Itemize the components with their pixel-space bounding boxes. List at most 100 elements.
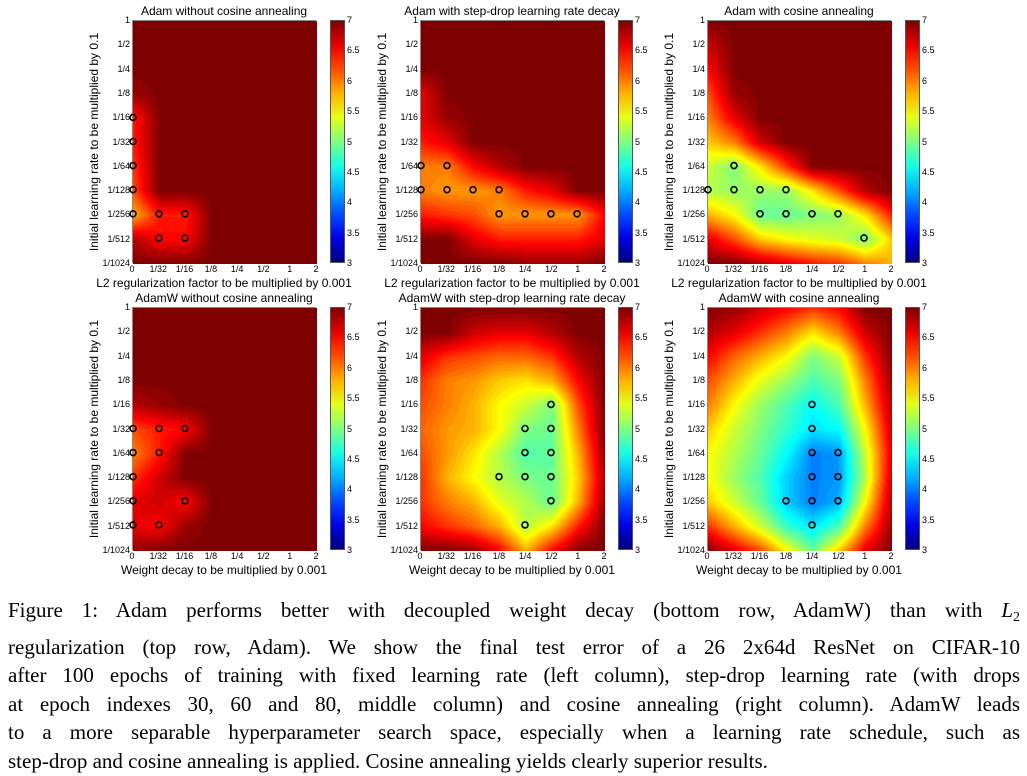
y-tick-label: 1/1024 bbox=[677, 545, 705, 555]
marked-point bbox=[808, 424, 816, 433]
marked-point bbox=[834, 448, 842, 457]
colorbar-tick-label: 5.5 bbox=[922, 106, 935, 117]
colorbar-tick-label: 4 bbox=[922, 197, 928, 208]
y-tick-label: 1/32 bbox=[687, 423, 705, 434]
y-tick-label: 1/128 bbox=[395, 472, 418, 483]
y-tick-label: 1/64 bbox=[687, 447, 705, 458]
marked-point bbox=[495, 210, 503, 218]
heatmap-surface bbox=[133, 308, 317, 551]
x-axis-label: L2 regularization factor to be multiplie… bbox=[96, 276, 352, 290]
marked-point bbox=[129, 424, 137, 433]
y-tick-label: 1/128 bbox=[395, 185, 418, 196]
caption-text: Figure 1: Adam performs better with deco… bbox=[8, 598, 983, 622]
x-tick-label: 1/32 bbox=[149, 551, 168, 561]
marker-layer bbox=[704, 161, 868, 242]
marked-point bbox=[181, 210, 189, 218]
marker-layer bbox=[495, 400, 555, 529]
caption-line: step-drop and cosine annealing is applie… bbox=[8, 748, 768, 773]
colorbar-tick-label: 3.5 bbox=[635, 227, 648, 238]
x-tick-label: 0 bbox=[129, 551, 135, 561]
y-tick-label: 1/256 bbox=[395, 209, 418, 220]
chart-title: Adam without cosine annealing bbox=[140, 4, 308, 18]
y-tick-label: 1/256 bbox=[395, 496, 418, 507]
x-tick-label: 1/8 bbox=[204, 264, 218, 274]
marked-point bbox=[704, 185, 712, 194]
colorbar-tick-label: 4 bbox=[635, 197, 641, 208]
x-tick-label: 0 bbox=[129, 264, 135, 274]
colorbar-tick-label: 6.5 bbox=[347, 332, 360, 343]
marker-layer bbox=[129, 424, 189, 529]
x-tick-label: 1/32 bbox=[724, 264, 743, 274]
x-tick-label: 1/2 bbox=[257, 551, 270, 561]
marked-point bbox=[782, 185, 790, 194]
colorbar-tick-label: 4.5 bbox=[922, 166, 935, 177]
y-tick-label: 1/256 bbox=[107, 209, 130, 220]
marked-point bbox=[129, 521, 137, 529]
y-axis-label: Initial learning rate to be multiplied b… bbox=[662, 32, 676, 251]
y-tick-label: 1/32 bbox=[400, 136, 418, 147]
colorbar-tick-label: 4.5 bbox=[922, 453, 935, 464]
y-tick-label: 1/32 bbox=[112, 136, 130, 147]
x-tick-label: 1/16 bbox=[750, 551, 769, 561]
y-tick-label: 1/4 bbox=[692, 350, 705, 361]
x-tick-label: 1/16 bbox=[750, 264, 769, 274]
marked-point bbox=[129, 137, 137, 146]
y-tick-label: 1/128 bbox=[107, 472, 130, 483]
marked-point bbox=[155, 210, 163, 218]
colorbar-tick-label: 3 bbox=[635, 258, 641, 268]
colorbar-tick-label: 3 bbox=[347, 545, 353, 555]
colorbar-tick-label: 3 bbox=[347, 258, 353, 268]
x-axis-label: L2 regularization factor to be multiplie… bbox=[671, 276, 927, 290]
y-tick-label: 1/1024 bbox=[102, 258, 130, 268]
x-tick-label: 0 bbox=[417, 551, 423, 561]
math-subscript: 2 bbox=[1013, 610, 1020, 625]
colorbar-tick-label: 6.5 bbox=[347, 45, 360, 56]
marked-point bbox=[495, 472, 503, 481]
y-tick-label: 1/2 bbox=[117, 39, 130, 50]
y-axis-label: Initial learning rate to be multiplied b… bbox=[375, 32, 389, 251]
x-tick-label: 1/8 bbox=[779, 264, 793, 274]
colorbar-tick-label: 5.5 bbox=[347, 106, 360, 117]
y-tick-label: 1/2 bbox=[405, 326, 418, 337]
y-tick-label: 1/128 bbox=[107, 185, 130, 196]
marked-point bbox=[181, 424, 189, 433]
y-tick-label: 1/1024 bbox=[390, 258, 418, 268]
colorbar-tick-label: 4.5 bbox=[347, 166, 360, 177]
x-tick-label: 1/8 bbox=[204, 551, 218, 561]
y-tick-label: 1/16 bbox=[687, 112, 705, 123]
chart-title: AdamW with cosine annealing bbox=[718, 291, 880, 305]
marked-point bbox=[129, 210, 137, 218]
chart-title: Adam with step-drop learning rate decay bbox=[404, 4, 620, 18]
colorbar-tick-label: 6.5 bbox=[922, 332, 935, 343]
x-tick-label: 1/8 bbox=[492, 551, 506, 561]
heatmap-surface bbox=[133, 21, 317, 264]
marked-point bbox=[443, 161, 451, 170]
marked-point bbox=[521, 472, 529, 481]
y-tick-label: 1/8 bbox=[405, 87, 418, 98]
marked-point bbox=[547, 472, 555, 481]
colorbar-tick-label: 7 bbox=[922, 15, 928, 25]
x-tick-label: 1/2 bbox=[545, 551, 558, 561]
colorbar-tick-label: 6 bbox=[922, 362, 928, 373]
caption-line: after 100 epochs of training with fixed … bbox=[8, 663, 1020, 688]
colorbar-tick-label: 7 bbox=[635, 302, 641, 312]
x-tick-label: 1 bbox=[575, 264, 581, 274]
y-tick-label: 1/2 bbox=[692, 39, 705, 50]
colorbar-tick-label: 5 bbox=[635, 136, 641, 147]
colorbar-tick-label: 3.5 bbox=[635, 514, 648, 525]
y-tick-label: 1/2 bbox=[692, 326, 705, 337]
marked-point bbox=[129, 161, 137, 170]
x-tick-label: 1 bbox=[862, 551, 868, 561]
colorbar bbox=[905, 307, 920, 550]
x-tick-label: 2 bbox=[601, 551, 607, 561]
colorbar-tick-label: 4.5 bbox=[635, 166, 648, 177]
y-tick-label: 1/2 bbox=[405, 39, 418, 50]
y-tick-label: 1/1024 bbox=[390, 545, 418, 555]
y-tick-label: 1/256 bbox=[107, 496, 130, 507]
colorbar-tick-label: 7 bbox=[635, 15, 641, 25]
marked-point bbox=[181, 497, 189, 505]
colorbar-tick-label: 7 bbox=[347, 15, 353, 25]
y-tick-label: 1/16 bbox=[112, 399, 130, 410]
y-tick-label: 1 bbox=[412, 15, 418, 25]
colorbar-tick-label: 3.5 bbox=[347, 514, 360, 525]
